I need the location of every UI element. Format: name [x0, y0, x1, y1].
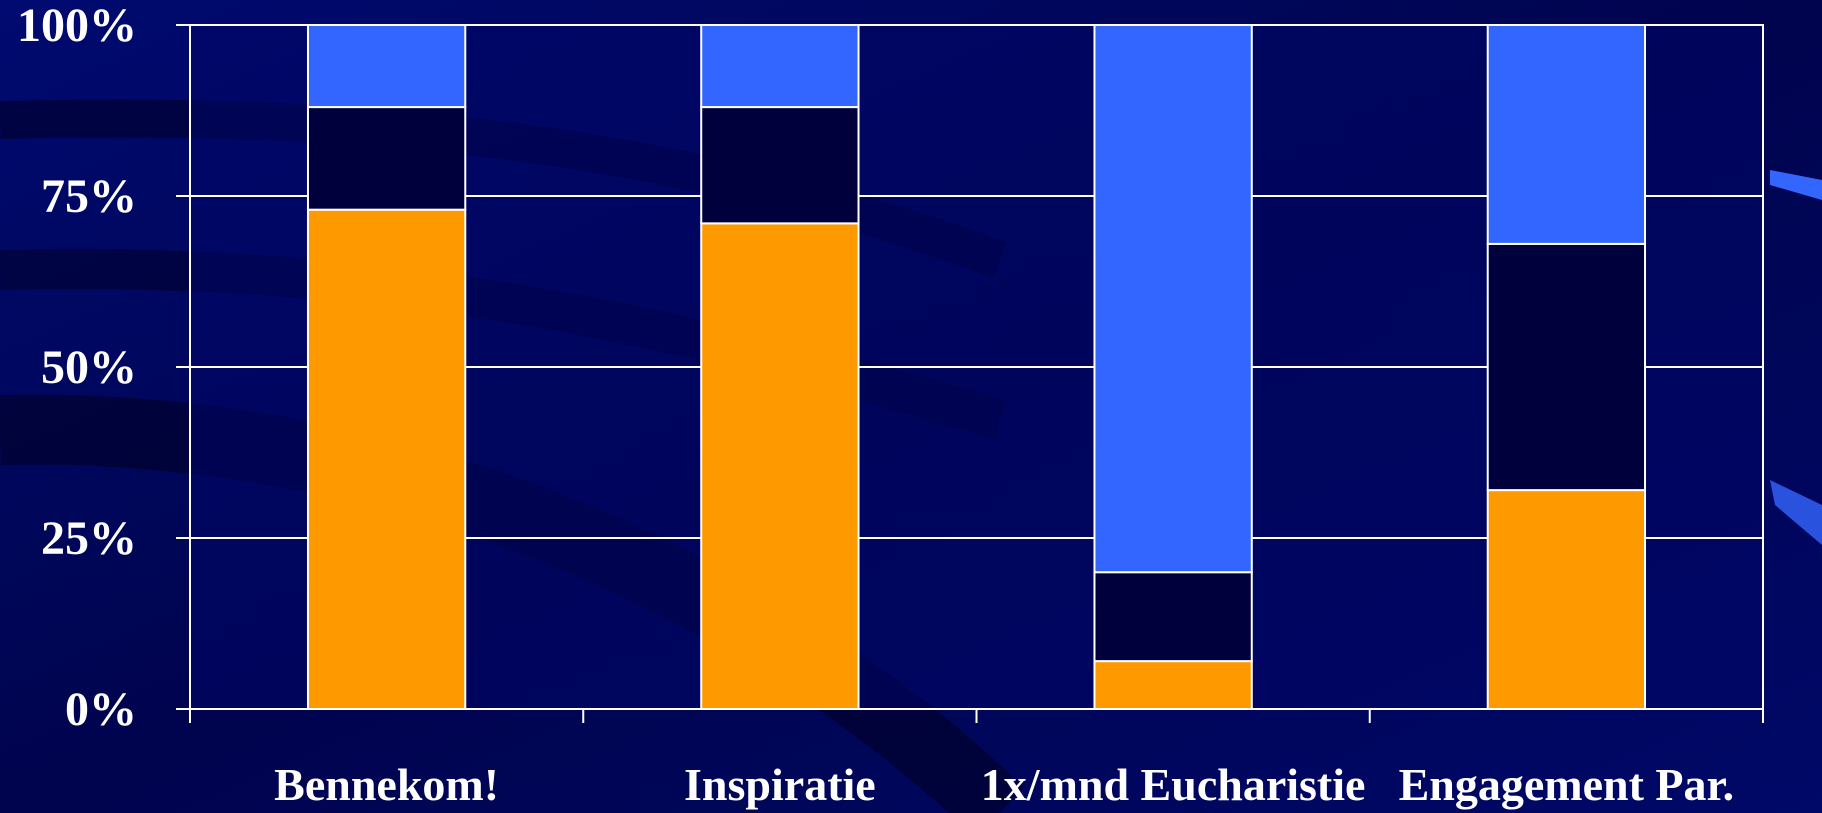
x-tick-label: Inspiratie	[684, 759, 876, 810]
bar-segment	[1093, 571, 1253, 663]
background-accent	[1770, 170, 1822, 200]
y-tick-label: 25%	[41, 512, 137, 565]
x-tick-label: 1x/mnd Eucharistie	[981, 759, 1366, 810]
bar-segment	[700, 106, 860, 225]
y-tick-label: 100%	[17, 0, 137, 52]
x-axis-labels: Bennekom! Inspiratie 1x/mnd Eucharistie Eng…	[274, 759, 1734, 810]
bar-segment	[1093, 24, 1253, 574]
x-tick-label: Engagement Par.	[1399, 759, 1735, 810]
y-tick-label: 0%	[65, 683, 137, 736]
y-tick-label: 75%	[41, 170, 137, 223]
y-axis-labels: 0% 25% 50% 75% 100%	[17, 0, 137, 736]
bar-segment	[1093, 660, 1253, 710]
bar-segment	[1486, 242, 1647, 492]
y-tick-label: 50%	[41, 341, 137, 394]
bar-segment	[1486, 489, 1647, 710]
bar-segment	[1486, 24, 1647, 245]
x-tick-label: Bennekom!	[274, 759, 499, 810]
background-accent	[1770, 480, 1822, 545]
bar-segment	[700, 222, 860, 711]
bars	[306, 24, 1647, 711]
bar-segment	[306, 24, 467, 109]
bar-segment	[700, 24, 860, 109]
axes	[189, 25, 1764, 723]
bar-segment	[306, 208, 467, 710]
bar-segment	[306, 106, 467, 211]
